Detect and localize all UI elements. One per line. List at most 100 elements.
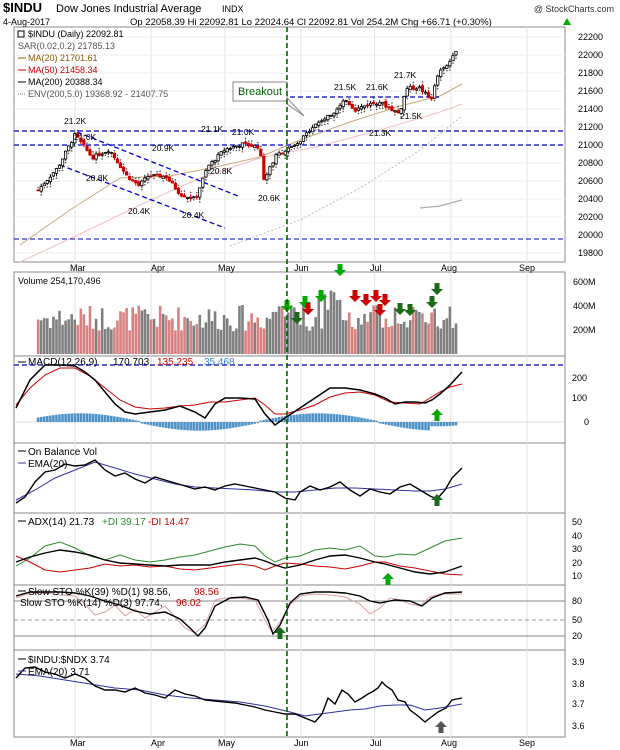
sar-dot [333,119,335,122]
volume-bar [244,330,247,354]
sar-dot [165,172,168,174]
adx-line [15,549,463,575]
candle-body [280,152,284,155]
volume-bar [274,311,278,354]
sar-dot [80,134,82,137]
macd-histogram-bar [61,414,64,422]
sar-dot [284,157,287,159]
candle-body [247,142,251,147]
candle-body [173,182,178,190]
volume-bar [451,327,455,354]
macd-histogram-bar [158,422,162,428]
volume-bar [140,310,144,354]
sar-dot [73,145,76,148]
macd-histogram-bar [122,417,125,422]
candle-body [350,103,354,109]
candle-body [390,106,394,112]
price-tick: 22200 [578,32,603,42]
volume-bar [253,322,257,354]
volume-bar [195,323,199,354]
volume-bar [424,322,427,354]
sar-dot [409,90,412,93]
candle-body [219,151,223,156]
volume-bar [76,324,80,354]
price-label: 21.6K [366,82,389,92]
volume-bar [241,304,244,354]
volume-bar [335,300,339,354]
volume-bar [405,327,409,354]
ratio-tick: 3.7 [572,699,585,709]
volume-bar [107,327,110,354]
sar-dot [131,175,134,178]
candle-body [311,127,315,133]
volume-bar [125,307,128,354]
legend-ma200: MA(200) 20388.34 [28,77,103,87]
sar-dot [171,177,174,180]
sar-dot [244,137,247,140]
sto-tick: 50 [572,615,582,625]
candle-body [210,160,214,166]
candle-body [353,107,357,112]
price-label: 20.4K [182,210,205,220]
sar-dot [220,156,222,159]
volume-tick: 600M [573,277,596,287]
macd-histogram-bar [177,422,180,430]
macd-histogram-bar [338,414,342,422]
macd-histogram-bar [299,414,302,422]
volume-bar [271,311,275,354]
sar-dot [186,200,189,203]
sar-dot [77,129,79,132]
sar-dot [92,150,94,153]
volume-bar [357,317,360,354]
obv-legend-label: On Balance Vol [28,447,97,458]
sto-legend-39-val: 98.56 [194,587,219,598]
macd-histogram-bar [381,422,385,424]
volume-bar [137,305,141,354]
macd-histogram-bar [308,413,311,422]
sar-dot [412,81,415,84]
volume-bar [268,318,272,354]
macd-histogram-bar [320,413,324,422]
macd-histogram-bar [366,418,369,422]
price-legend: $INDU (Daily) 22092.81 SAR(0.02,0.2) 217… [17,29,168,99]
macd-histogram-bar [186,422,189,431]
macd-histogram-bar [161,422,165,428]
x-label: Aug [441,263,457,273]
macd-histogram-bar [277,417,281,422]
volume-bar [375,305,379,354]
ma50-line [19,103,463,263]
macd-histogram-bar [195,422,199,431]
volume-bar [250,313,253,354]
macd-histogram-bar [427,422,430,431]
sar-dot [388,103,390,106]
volume-bar [283,316,287,354]
candle-body [82,140,86,146]
signal-down-arrow-icon [370,290,382,302]
candle-body [375,103,379,106]
adx-legend-plus: +DI 39.17 [102,517,146,528]
candle-body [152,174,156,176]
sar-dot [223,155,226,158]
macd-histogram-bar [305,413,308,422]
volume-bar [213,311,217,354]
price-label: 20.8K [86,173,109,183]
volume-bar [384,318,388,354]
volume-bar [225,318,229,354]
macd-legend: MACD(12,26,9) 170.703 135.235 35.468 [18,357,235,368]
volume-bar [64,320,67,354]
volume-bar [192,325,196,354]
macd-histogram-bar [79,413,83,422]
sar-dot [64,161,67,164]
macd-histogram-bar [49,415,52,422]
sar-dot [52,178,55,180]
macd-histogram-bar [302,413,305,422]
sar-dot [70,150,73,152]
candle-body [335,108,339,115]
macd-histogram-bar [384,422,388,425]
candle-body [231,146,235,149]
sar-dot [58,169,61,172]
macd-histogram-bar [103,414,107,422]
candle-body [54,168,59,174]
candle-body [176,187,181,194]
sar-dot [205,179,207,181]
